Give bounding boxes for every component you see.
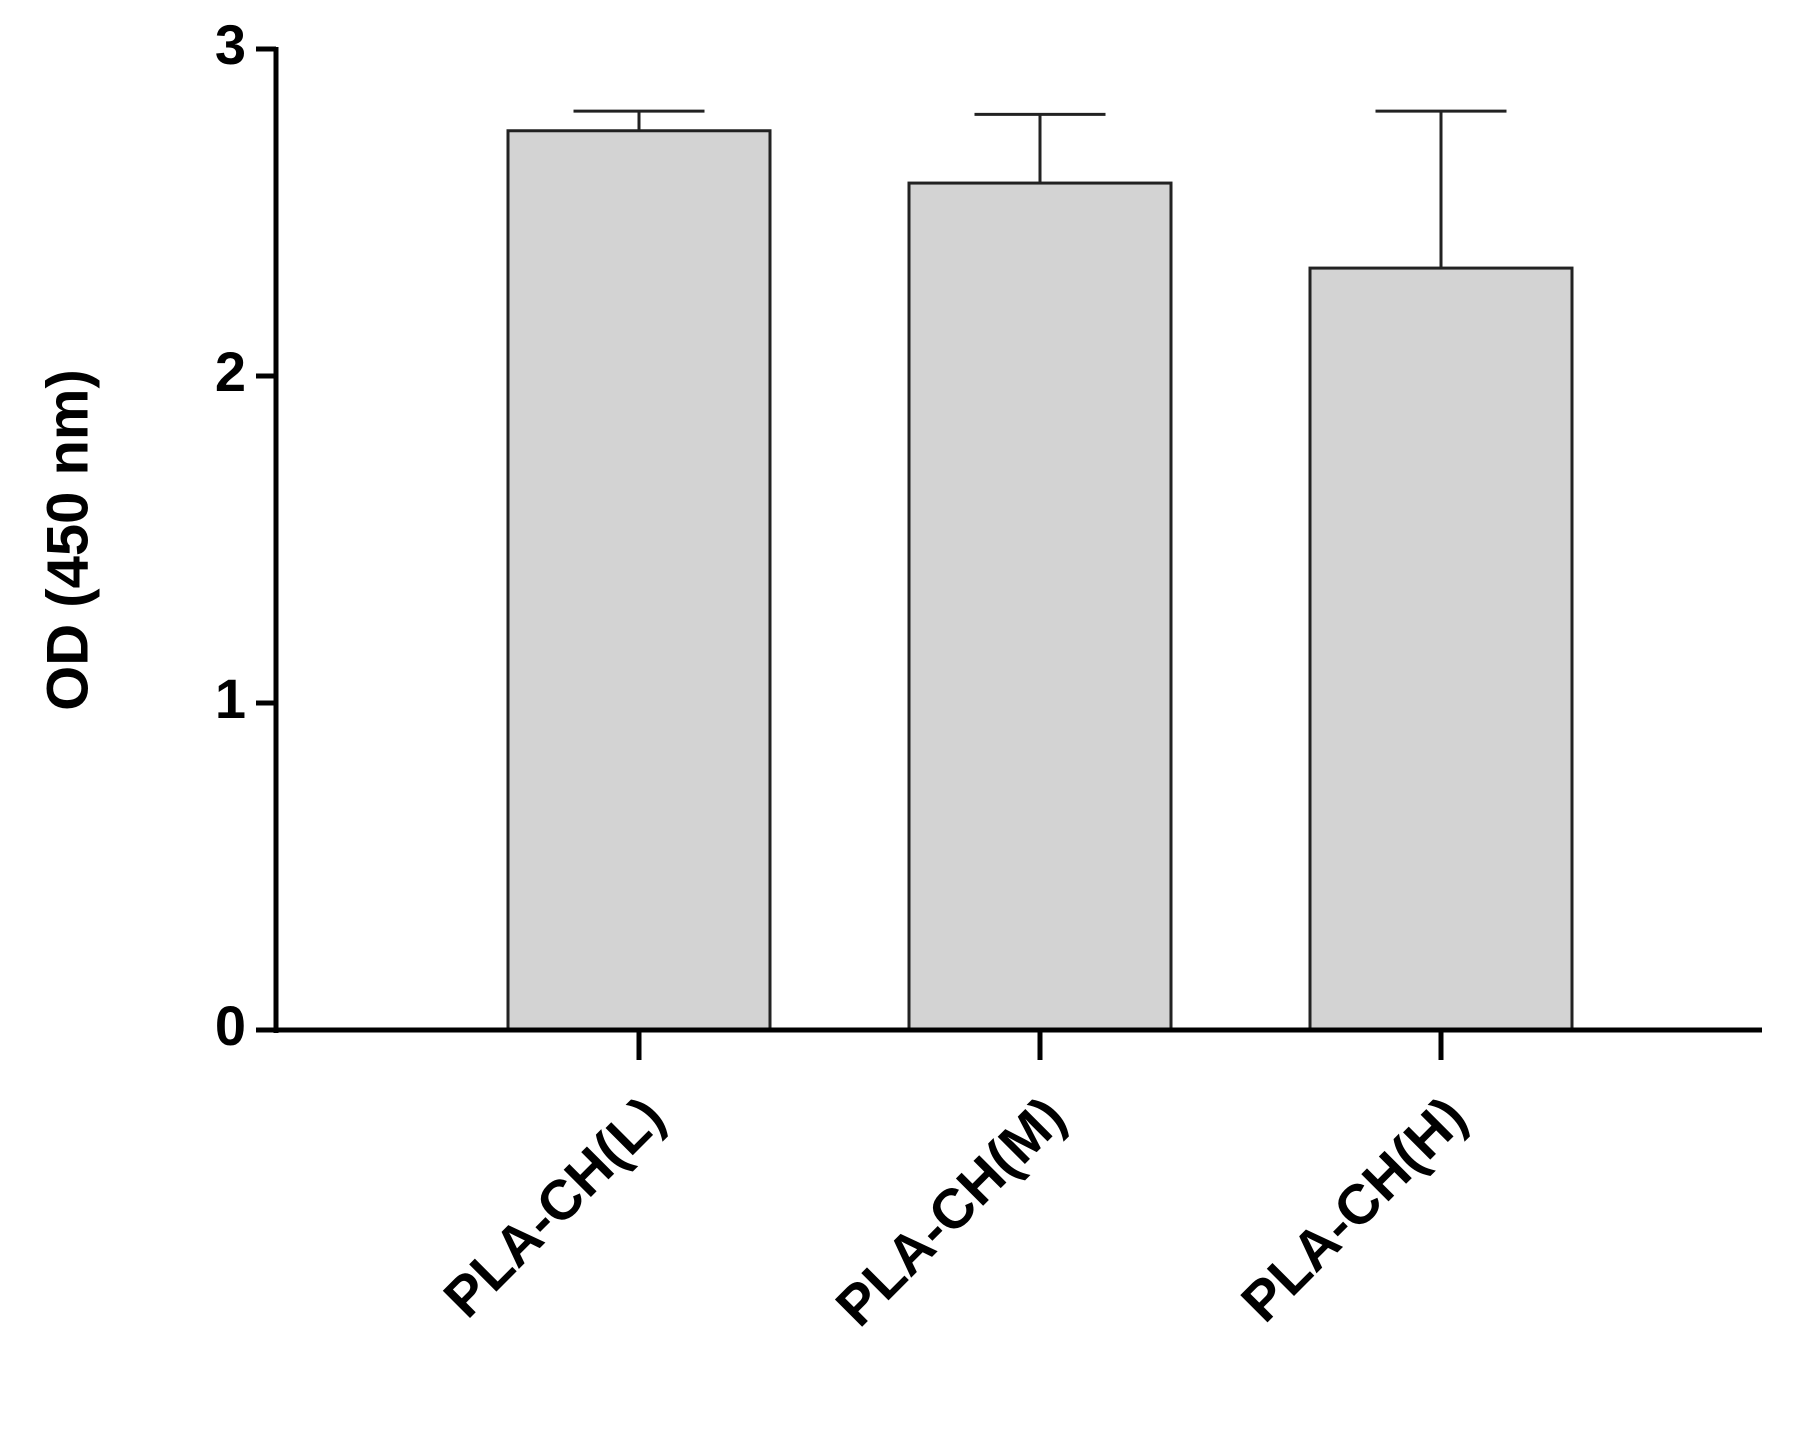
x-tick-label: PLA-CH(M) <box>823 1084 1076 1337</box>
bar <box>907 181 1173 1032</box>
x-tick-label: PLA-CH(H) <box>1229 1084 1478 1333</box>
bar <box>1308 266 1574 1032</box>
y-tick-label: 2 <box>215 340 246 403</box>
x-tick-label: PLA-CH(L) <box>431 1084 676 1329</box>
y-tick-label: 0 <box>215 994 246 1057</box>
bar <box>506 129 772 1032</box>
y-tick-label: 1 <box>215 667 246 730</box>
y-tick-label: 3 <box>215 13 246 76</box>
y-axis-label: OD (450 nm) <box>35 369 100 711</box>
